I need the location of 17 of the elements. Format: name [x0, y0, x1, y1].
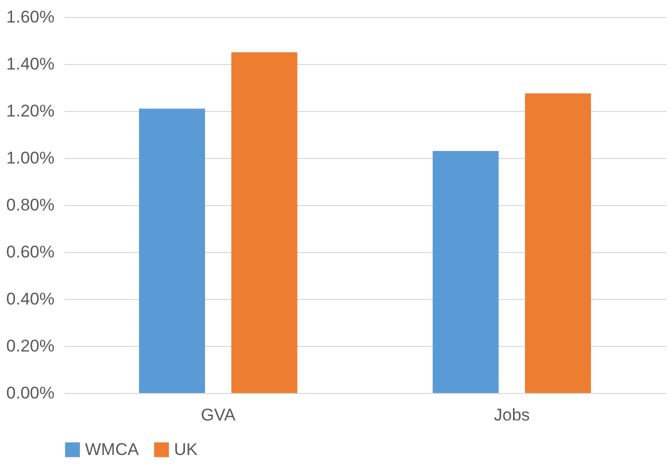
bar	[231, 52, 298, 393]
x-tick-label: Jobs	[494, 406, 530, 424]
y-tick-label: 1.40%	[6, 54, 54, 74]
x-tick-label: GVA	[200, 406, 236, 424]
legend-label: WMCA	[85, 440, 140, 459]
bar	[432, 150, 499, 393]
y-tick-label: 1.00%	[6, 148, 54, 168]
y-tick-label: 1.20%	[6, 102, 54, 120]
y-tick-label: 0.40%	[6, 290, 54, 308]
y-tick-label: 0.20%	[6, 336, 54, 356]
legend-label: UK	[174, 440, 198, 459]
bar	[524, 93, 591, 393]
y-tick-label: 1.60%	[6, 8, 54, 26]
y-tick-label: 0.80%	[6, 196, 54, 214]
y-tick-label: 0.60%	[6, 242, 54, 262]
bar	[139, 108, 206, 393]
y-tick-label: 0.00%	[6, 384, 54, 402]
